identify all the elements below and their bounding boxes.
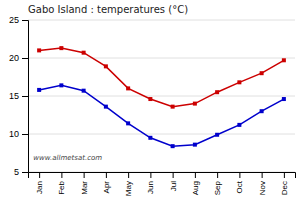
x-tick: Dec xyxy=(280,172,289,195)
x-tick-mark xyxy=(173,172,174,178)
marker xyxy=(237,80,241,84)
x-tick: Jun xyxy=(146,172,155,194)
marker xyxy=(148,97,152,101)
x-tick: Feb xyxy=(57,172,66,195)
marker xyxy=(148,136,152,140)
series-line xyxy=(39,85,284,146)
x-axis: Jan Feb Mar Apr May Jun Jul Aug Sep Oct Nov Dec xyxy=(29,172,296,196)
y-tick-mark xyxy=(22,20,28,21)
marker xyxy=(59,83,63,87)
marker xyxy=(282,97,286,101)
series-line xyxy=(39,48,284,107)
y-tick-label: 25 xyxy=(9,15,19,25)
marker xyxy=(126,121,130,125)
x-tick-label: Jan xyxy=(35,181,44,194)
x-tick: Mar xyxy=(80,172,89,195)
x-tick-mark xyxy=(195,172,196,178)
x-tick-label: Jun xyxy=(146,181,155,194)
y-tick-mark xyxy=(22,58,28,59)
x-tick: Aug xyxy=(191,172,200,195)
marker xyxy=(59,46,63,50)
marker xyxy=(282,58,286,62)
x-tick: Apr xyxy=(102,172,111,193)
y-tick-mark xyxy=(22,96,28,97)
y-tick: 15 xyxy=(9,91,28,101)
x-tick-label: May xyxy=(124,181,133,196)
x-tick-mark xyxy=(150,172,151,178)
y-tick: 20 xyxy=(9,53,28,63)
grid xyxy=(28,20,295,172)
y-tick-label: 20 xyxy=(9,53,19,63)
x-tick: May xyxy=(124,172,133,196)
marks xyxy=(37,46,286,148)
grid-line xyxy=(28,58,295,59)
x-tick-mark xyxy=(84,172,85,178)
marker xyxy=(171,144,175,148)
x-tick: Oct xyxy=(235,172,244,193)
marker xyxy=(82,51,86,55)
marker xyxy=(260,109,264,113)
x-tick-label: Nov xyxy=(258,181,267,195)
marker xyxy=(193,143,197,147)
annotation: www.allmetsat.com xyxy=(33,154,102,162)
marker xyxy=(171,105,175,109)
chart: 5 10 15 20 25 Jan Feb Mar Apr May Jun Jul Aug Sep Oct N… xyxy=(0,0,305,200)
marker xyxy=(37,88,41,92)
marker xyxy=(215,133,219,137)
x-tick-mark xyxy=(106,172,107,178)
marker xyxy=(260,71,264,75)
grid-line xyxy=(28,20,295,21)
marker xyxy=(37,48,41,52)
x-tick-mark xyxy=(217,172,218,178)
y-tick-label: 15 xyxy=(9,91,19,101)
y-tick-mark xyxy=(22,134,28,135)
x-tick-label: Feb xyxy=(57,180,66,194)
title: Gabo Island : temperatures (°C) xyxy=(28,4,188,15)
x-tick-mark xyxy=(61,172,62,178)
y-tick: 10 xyxy=(9,129,28,139)
x-tick: Jul xyxy=(169,172,178,191)
marker xyxy=(215,90,219,94)
x-tick-mark xyxy=(262,172,263,178)
x-tick-mark xyxy=(284,172,285,178)
marker xyxy=(193,102,197,106)
y-tick: 5 xyxy=(14,167,28,177)
grid-line xyxy=(28,96,295,97)
y-tick-label: 10 xyxy=(9,129,19,139)
y-axis: 5 10 15 20 25 xyxy=(9,15,29,177)
y-axis-line xyxy=(22,21,29,173)
marker xyxy=(126,86,130,90)
y-tick-mark xyxy=(22,172,28,173)
x-tick-label: Apr xyxy=(102,181,111,194)
plot: 5 10 15 20 25 Jan Feb Mar Apr May Jun Jul Aug Sep Oct N… xyxy=(9,15,296,196)
y-tick-label: 5 xyxy=(14,167,19,177)
x-tick: Sep xyxy=(213,172,222,195)
x-tick-mark xyxy=(128,172,129,178)
x-tick: Jan xyxy=(35,172,44,194)
grid-line xyxy=(28,134,295,135)
x-tick-label: Mar xyxy=(80,181,89,195)
x-tick-label: Oct xyxy=(235,180,244,193)
x-tick-label: Sep xyxy=(213,180,222,195)
x-tick: Nov xyxy=(258,172,267,195)
marker xyxy=(82,89,86,93)
x-tick-label: Aug xyxy=(191,181,200,195)
x-axis-line xyxy=(29,173,296,179)
x-tick-mark xyxy=(239,172,240,178)
x-tick-label: Jul xyxy=(169,181,178,191)
y-tick: 25 xyxy=(9,15,28,25)
marker xyxy=(237,123,241,127)
x-tick-mark xyxy=(39,172,40,178)
marker xyxy=(104,105,108,109)
x-tick-label: Dec xyxy=(280,181,289,195)
marker xyxy=(104,64,108,68)
